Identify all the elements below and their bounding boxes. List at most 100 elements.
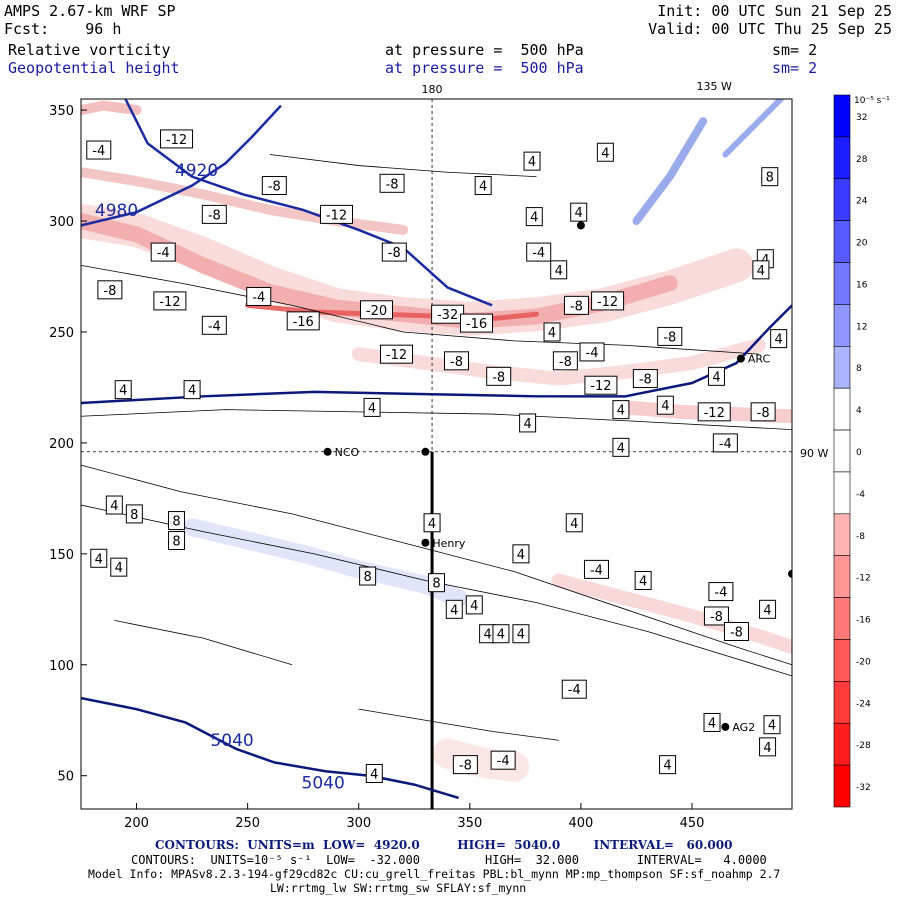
contour-label-text: 4	[517, 628, 525, 643]
contour-label-text: 4	[530, 211, 538, 226]
contour-label-box	[519, 413, 537, 433]
field1-level: at pressure = 500 hPa	[385, 41, 584, 59]
contour-label-text: 4	[119, 384, 127, 399]
contour-label-text: -8	[459, 759, 472, 774]
contour-labels: -4 -12 -8 -8 -12 -8 -4 -8 -4 -8 -12 -4 -20 -32 -16 -4 -1…	[86, 129, 792, 793]
contour-label-box	[110, 557, 128, 577]
y-tick-label: 50	[57, 770, 74, 785]
colorbar-swatch	[833, 681, 851, 724]
contour-label-box	[160, 129, 194, 149]
contour-label-box	[201, 315, 227, 335]
height-label-text: 4920	[175, 161, 218, 181]
vorticity-band	[632, 117, 708, 226]
footer-physics-info: LW:rrtmg_lw SW:rrtmg_sw SFLAY:sf_mynn	[270, 881, 527, 895]
contour-label-text: 4	[470, 599, 478, 614]
contour-label-text: -8	[268, 180, 281, 195]
contour-label-box	[246, 286, 272, 306]
contour-label-box	[750, 402, 776, 422]
colorbar-level-label: -4	[856, 490, 865, 500]
lon-135w-label: 135 W	[697, 80, 732, 93]
contour-label-text: -4	[586, 346, 599, 361]
field1-smoothing: sm= 2	[772, 41, 818, 59]
colorbar-swatch	[833, 178, 851, 221]
colorbar-swatch	[833, 304, 851, 347]
colorbar-level-label: 20	[856, 239, 868, 249]
contour-label-box	[596, 142, 614, 162]
y-tick-label: 100	[49, 659, 74, 674]
contour-label-text: -8	[757, 406, 770, 421]
contour-label-text: 4	[575, 206, 583, 221]
contour-label-box	[657, 326, 683, 346]
contour-label-box	[656, 395, 674, 415]
contour-label-text: 4	[483, 628, 491, 643]
contour-label-text: 4	[663, 759, 671, 774]
contour-label-box	[97, 280, 123, 300]
contour-label-text: 4	[555, 264, 563, 279]
contour-label-text: 4	[548, 326, 556, 341]
contour-label-text: 4	[661, 399, 669, 414]
colorbar-level-label: 32	[856, 113, 867, 123]
contour-label-box	[168, 531, 186, 551]
contour-label-text: -8	[730, 626, 743, 641]
colorbar-swatch	[833, 429, 851, 473]
contour-label-text: -8	[208, 208, 221, 223]
contour-label-text: -4	[92, 144, 105, 159]
height-label-text: 5040	[302, 773, 345, 793]
contour-label-box	[565, 513, 583, 533]
contour-label-text: 4	[617, 404, 625, 419]
contour-label-text: 4	[768, 719, 776, 734]
station-marker	[788, 569, 792, 578]
station-label: ARC	[748, 353, 771, 366]
contour-label-text: 8	[130, 508, 138, 523]
colorbar-swatch	[833, 597, 851, 640]
station-label: Henry	[432, 537, 466, 550]
contour-label-box	[486, 366, 512, 386]
contour-label-box	[591, 291, 625, 311]
contour-label-box	[114, 380, 132, 400]
colorbar-swatch	[833, 513, 851, 557]
colorbar-level-label: 4	[856, 406, 862, 416]
height-label-text: 4980	[95, 201, 138, 221]
x-tick-label: 450	[680, 816, 705, 831]
contour-label-text: 4	[775, 333, 783, 348]
station-marker	[736, 354, 745, 363]
footer-model-info: Model Info: MPASv8.2.3-194-gf29cd82c CU:…	[88, 867, 781, 881]
colorbar-level-label: -20	[856, 657, 871, 667]
contour-label-box	[428, 573, 445, 593]
contour-label-text: -8	[559, 355, 572, 370]
colorbar-swatch	[833, 764, 851, 808]
colorbar-unit-label: 10⁻⁵ s⁻¹	[854, 96, 890, 106]
contour-label-text: 4	[639, 574, 647, 589]
x-tick-label: 400	[569, 816, 594, 831]
colorbar-level-label: 12	[856, 322, 867, 332]
contour-label-text: -4	[719, 437, 732, 452]
colorbar-level-label: -32	[856, 783, 871, 793]
contour-label-box	[443, 351, 469, 371]
contour-label-text: 4	[763, 603, 771, 618]
contour-label-box	[703, 606, 729, 626]
contour-label-box	[153, 291, 187, 311]
contour-label-text: -12	[386, 348, 407, 363]
colorbar-swatch	[833, 136, 851, 180]
colorbar-swatch	[833, 471, 851, 515]
contour-label-text: 4	[761, 253, 769, 268]
colorbar-level-label: 16	[856, 280, 868, 290]
colorbar-swatch	[833, 722, 851, 766]
contour-label-box	[759, 737, 777, 757]
y-tick-label: 150	[49, 548, 74, 563]
contour-label-box	[183, 380, 201, 400]
contour-label-text: -8	[386, 177, 399, 192]
contour-label-text: -12	[166, 133, 187, 148]
contour-label-text: 4	[450, 603, 458, 618]
vorticity-contour-line	[81, 265, 759, 355]
height-contour-4980	[81, 104, 282, 227]
contour-label-text: -16	[293, 315, 314, 330]
contour-label-text: 4	[570, 517, 578, 532]
contour-label-text: 4	[763, 741, 771, 756]
station-marker	[421, 538, 430, 547]
contour-label-text: -4	[157, 246, 170, 261]
contour-label-text: 4	[428, 517, 436, 532]
contour-label-box	[512, 624, 530, 644]
contour-label-box	[459, 313, 493, 333]
